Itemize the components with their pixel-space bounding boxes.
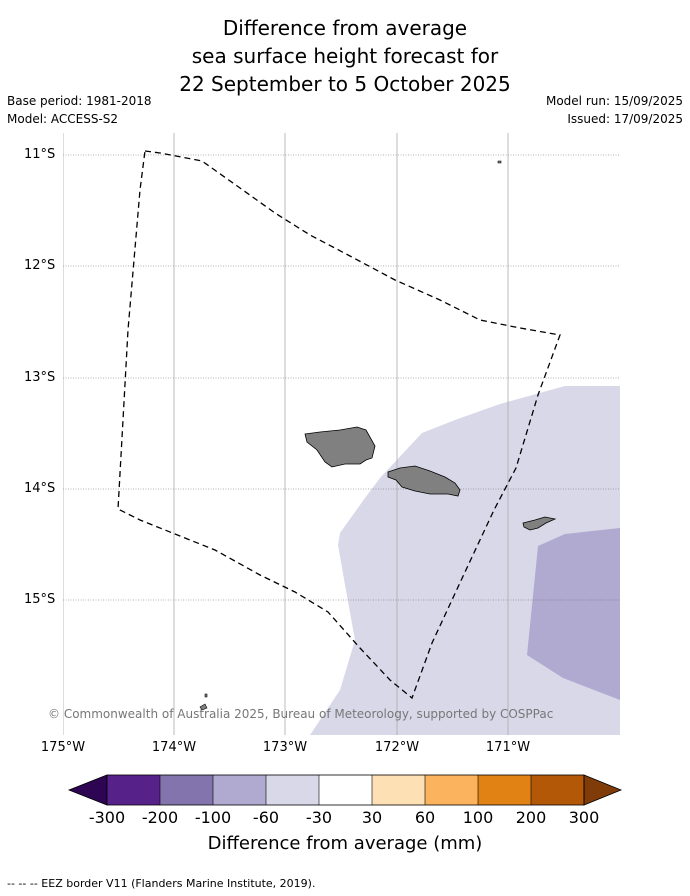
colorbar-tick-10: 300 — [568, 808, 600, 827]
colorbar-bin-8 — [478, 775, 531, 805]
colorbar-tick-9: 200 — [515, 808, 547, 827]
eez-legend: -- -- -- EEZ border V11 (Flanders Marine… — [7, 877, 316, 890]
colorbar-bin-2 — [160, 775, 213, 805]
lon-label-5: 171°W — [485, 740, 531, 755]
colorbar-title: Difference from average (mm) — [207, 833, 483, 854]
lat-label-1: 11°S — [24, 147, 56, 162]
lat-label-5: 15°S — [24, 592, 56, 607]
colorbar-bin-6 — [372, 775, 425, 805]
savaii-island — [304, 426, 376, 468]
lon-label-2: 174°W — [151, 740, 197, 755]
lat-label-2: 12°S — [24, 258, 56, 273]
small-island-south — [199, 703, 208, 711]
colorbar-bin-7 — [425, 775, 478, 805]
colorbar-extend-low — [67, 774, 108, 806]
lon-label-1: 175°W — [40, 740, 86, 755]
lon-label-3: 173°W — [262, 740, 308, 755]
colorbar-tick-4: -60 — [252, 808, 280, 827]
lat-label-3: 13°S — [24, 370, 56, 385]
lat-label-4: 14°S — [24, 481, 56, 496]
colorbar-tick-6: 30 — [361, 808, 383, 827]
tutuila-island — [522, 516, 557, 531]
colorbar-tick-2: -200 — [141, 808, 179, 827]
colorbar-bin-9 — [531, 775, 584, 805]
map-title: Difference from average sea surface heig… — [0, 14, 690, 98]
colorbar-tick-7: 60 — [414, 808, 436, 827]
colorbar-bin-1 — [107, 775, 160, 805]
title-line-3: 22 September to 5 October 2025 — [179, 72, 511, 96]
base-period: Base period: 1981-2018 — [7, 94, 152, 108]
lon-label-4: 172°W — [374, 740, 420, 755]
anomaly-region-mid — [527, 528, 620, 700]
eez-border — [117, 150, 561, 700]
colorbar-extend-high — [583, 774, 623, 806]
model-name: Model: ACCESS-S2 — [7, 112, 119, 126]
model-run: Model run: 15/09/2025 — [545, 94, 683, 108]
issued-date: Issued: 17/09/2025 — [567, 112, 683, 126]
small-island-south-2 — [204, 693, 208, 698]
colorbar-tick-3: -100 — [194, 808, 232, 827]
upolu-island — [387, 465, 461, 497]
title-line-2: sea surface height forecast for — [191, 44, 499, 68]
copyright-notice: © Commonwealth of Australia 2025, Bureau… — [48, 707, 554, 721]
title-line-1: Difference from average — [222, 16, 468, 40]
small-island-north — [497, 160, 502, 164]
colorbar-tick-5: -30 — [305, 808, 333, 827]
colorbar-bin-5 — [319, 775, 372, 805]
colorbar-tick-8: 100 — [462, 808, 494, 827]
graticule — [63, 154, 620, 601]
colorbar-bin-3 — [213, 775, 266, 805]
colorbar-bin-4 — [266, 775, 319, 805]
colorbar-tick-1: -300 — [88, 808, 126, 827]
